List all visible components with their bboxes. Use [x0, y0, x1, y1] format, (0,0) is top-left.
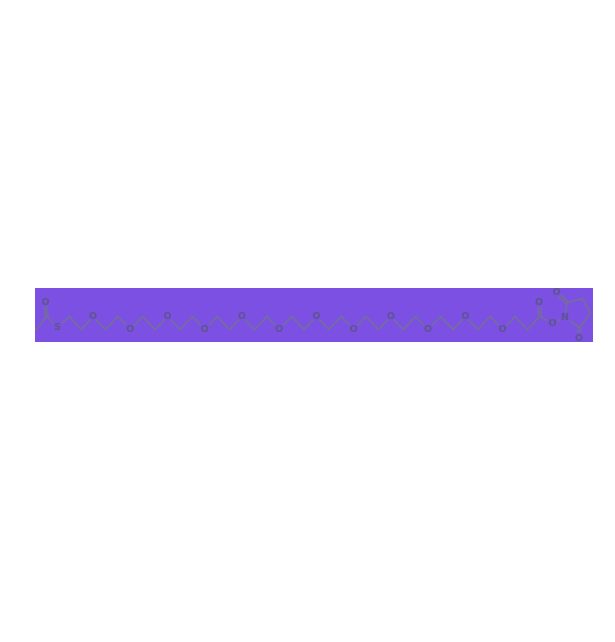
- bond: [402, 315, 417, 331]
- bond: [340, 315, 355, 331]
- atom-label-o: O: [499, 324, 507, 335]
- bond: [551, 316, 566, 325]
- atom-label-o: O: [461, 311, 469, 322]
- bond: [581, 297, 592, 315]
- bond: [241, 315, 256, 331]
- atom-label-o: O: [89, 311, 97, 322]
- atom-label-o: O: [552, 287, 560, 298]
- bond: [464, 315, 479, 331]
- bond: [539, 301, 542, 318]
- bond: [116, 315, 132, 331]
- bond: [566, 297, 584, 304]
- bond: [56, 315, 71, 329]
- bond: [489, 315, 504, 331]
- atom-label-o: O: [238, 311, 246, 322]
- atom-label-o: O: [387, 311, 395, 322]
- bond: [377, 315, 392, 331]
- bond: [166, 315, 181, 331]
- bond: [68, 315, 83, 331]
- atom-label-o: O: [535, 297, 543, 308]
- atom-label-o: O: [575, 333, 583, 344]
- bond: [104, 315, 119, 331]
- highlight-band: [35, 288, 593, 342]
- bond: [538, 315, 554, 325]
- bond: [154, 315, 169, 331]
- bond: [452, 315, 467, 331]
- bond: [203, 315, 218, 331]
- atom-label-o: O: [163, 311, 171, 322]
- bond: [191, 315, 206, 331]
- bond: [290, 315, 305, 331]
- atom-label-o: O: [312, 311, 320, 322]
- bond: [228, 315, 243, 331]
- bond: [327, 315, 343, 331]
- bond: [365, 315, 380, 331]
- bond: [253, 315, 268, 331]
- bond: [315, 315, 330, 331]
- atom-label-o: O: [275, 324, 283, 335]
- bond: [45, 315, 59, 329]
- bond: [439, 315, 454, 331]
- molecule-bonds: [35, 290, 592, 340]
- bond: [427, 315, 442, 331]
- atom-label-o: O: [41, 297, 49, 308]
- bond: [179, 315, 194, 331]
- bond: [35, 315, 48, 331]
- bond: [576, 326, 580, 340]
- bond: [526, 315, 541, 331]
- bond: [278, 315, 293, 331]
- atom-label-o: O: [548, 318, 556, 329]
- bond: [265, 315, 281, 331]
- bond: [578, 312, 592, 329]
- bond: [141, 315, 156, 331]
- bond: [92, 315, 107, 331]
- atom-label-o: O: [424, 324, 432, 335]
- atom-label-n: N: [561, 312, 569, 323]
- bond: [501, 315, 516, 331]
- bond: [556, 290, 569, 303]
- bond: [579, 326, 582, 340]
- atom-label-s: S: [54, 322, 61, 333]
- bond: [414, 315, 429, 331]
- atom-label-o: O: [201, 324, 209, 335]
- bond: [390, 315, 405, 331]
- bond: [80, 315, 94, 331]
- bond: [476, 315, 492, 331]
- bond: [514, 315, 529, 331]
- bond: [129, 315, 144, 331]
- bond: [303, 315, 318, 331]
- atom-label-o: O: [350, 324, 358, 335]
- bond: [352, 315, 367, 331]
- bond: [536, 301, 540, 318]
- bond: [216, 315, 231, 331]
- bond: [45, 301, 49, 318]
- bond: [554, 292, 567, 305]
- bond: [564, 301, 568, 319]
- atom-label-o: O: [126, 324, 134, 335]
- bond: [43, 301, 47, 318]
- bond: [564, 316, 581, 329]
